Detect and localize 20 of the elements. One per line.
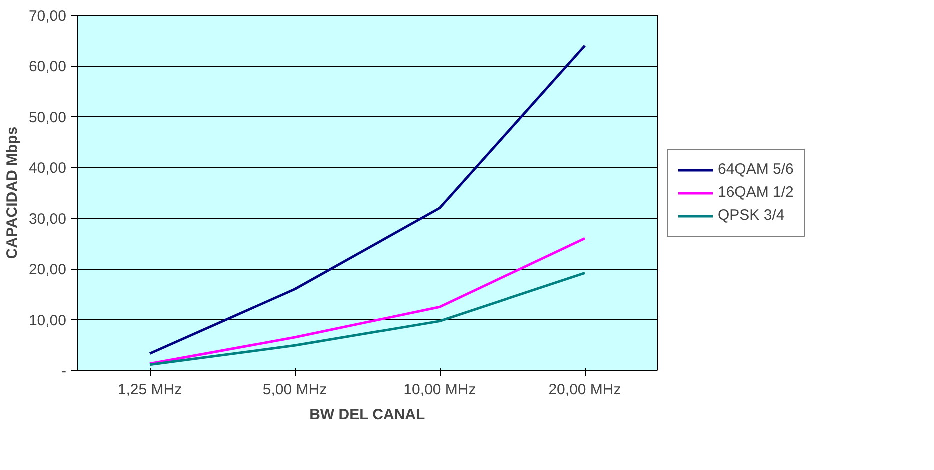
y-tick-label: 50,00 [28,109,67,126]
line-series [148,44,586,356]
x-tick-label: 10,00 MHz [404,382,476,398]
y-tick-label: 20,00 [28,262,67,279]
x-axis-title: BW DEL CANAL [310,406,426,424]
x-tick-label: 1,25 MHz [118,382,182,398]
x-tick-label: 20,00 MHz [548,382,622,398]
y-axis-title: CAPACIDAD Mbps [4,126,21,260]
y-tick-label: 30,00 [28,210,67,228]
y-tick-label: 10,00 [28,312,67,330]
y-tick-label: 40,00 [28,160,67,178]
y-tick-label: 70,00 [28,8,67,25]
line-series [148,237,586,366]
legend-label: QPSK 3/4 [718,207,785,224]
legend-label: 16QAM 1/2 [718,184,794,201]
legend-label: 64QAM 5/6 [718,161,794,178]
y-tick-label: 60,00 [28,58,67,76]
x-tick-label: 5,00 MHz [262,382,328,398]
y-tick-label: - [62,363,67,380]
line-series [148,272,586,366]
